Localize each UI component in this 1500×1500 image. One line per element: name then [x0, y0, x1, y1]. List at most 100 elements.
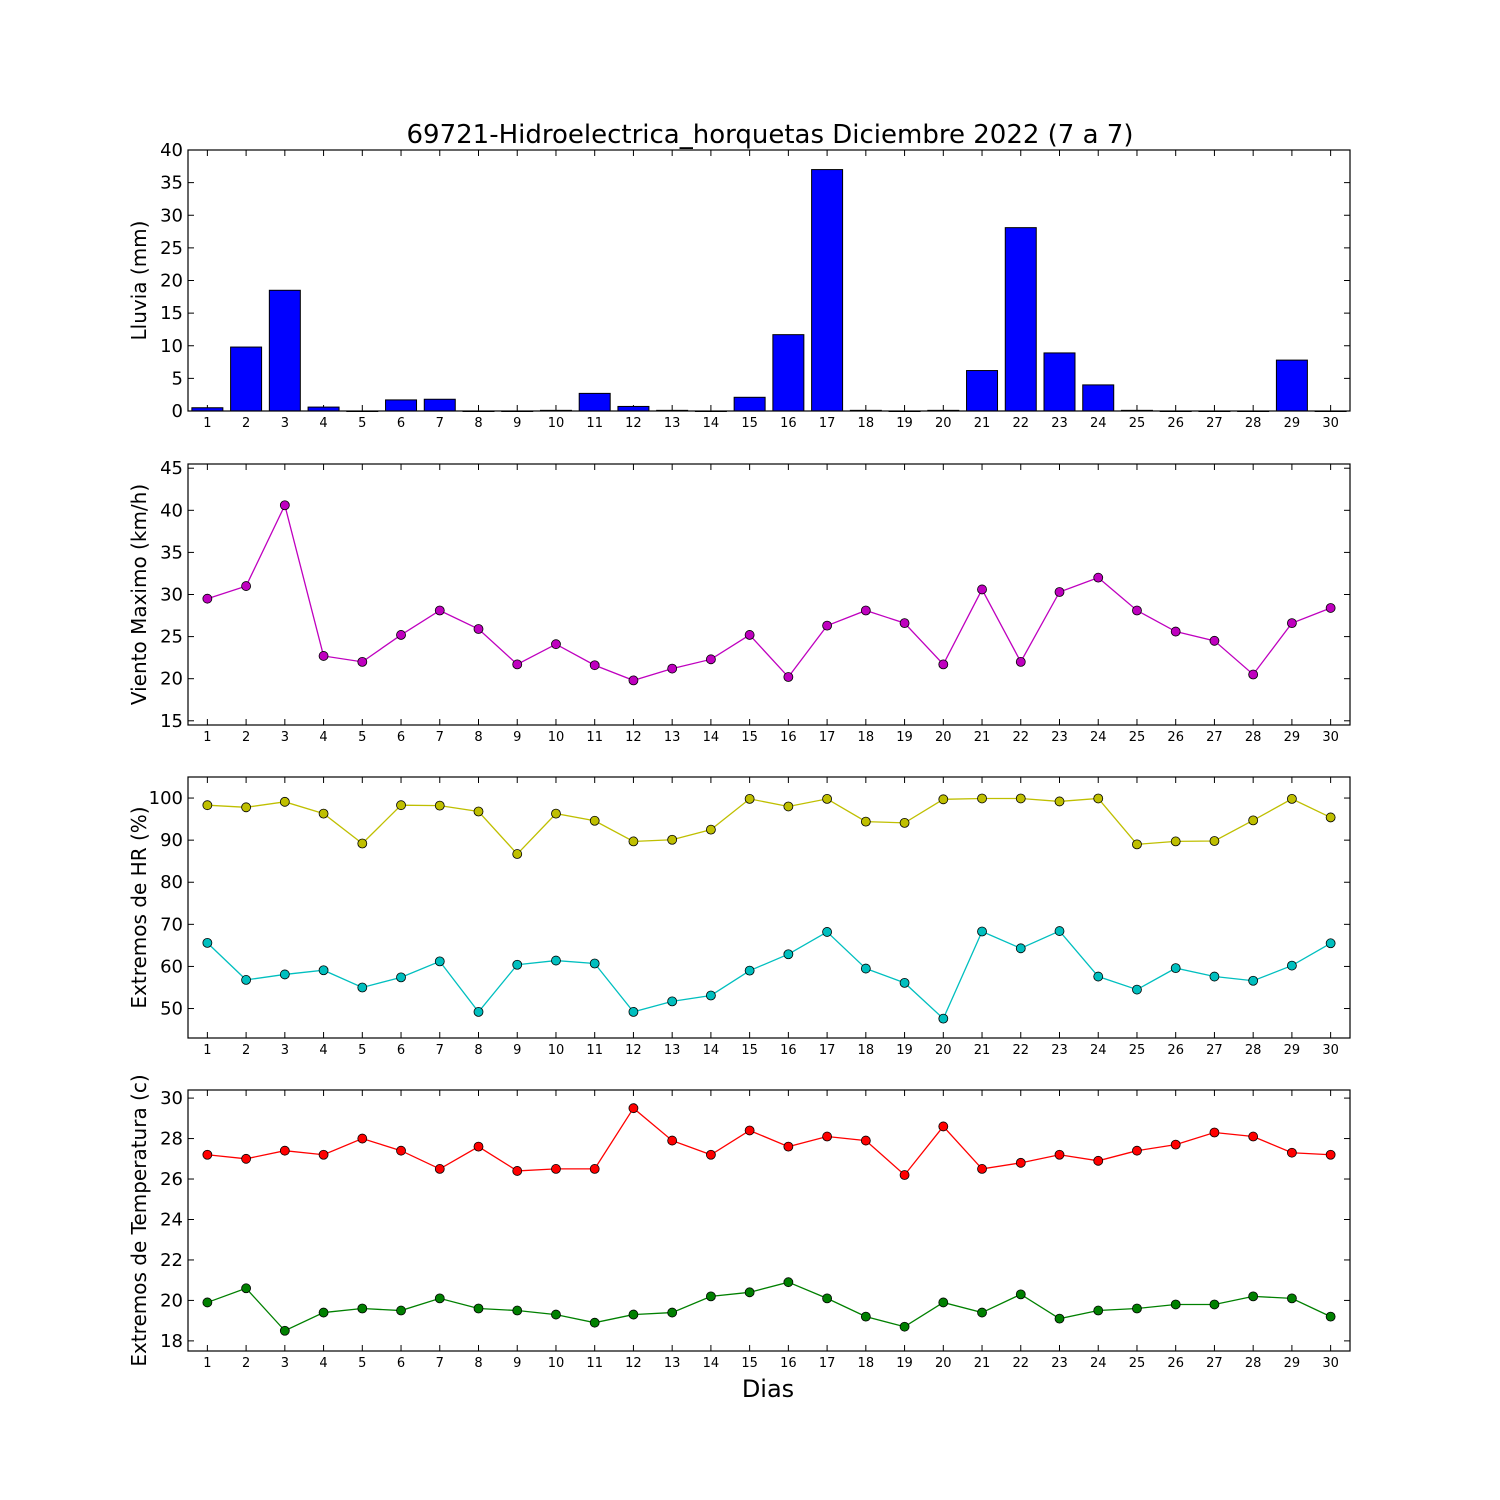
point-hr-1	[241, 975, 252, 985]
bar-lluvia	[1043, 352, 1076, 412]
x-tick-label-viento: 14	[703, 730, 720, 745]
point-hr-0	[396, 800, 406, 811]
point-viento-0	[899, 618, 910, 629]
x-tick-label-lluvia: 19	[896, 416, 913, 431]
point-temperatura-0	[202, 1149, 213, 1160]
x-tick-label-lluvia: 13	[664, 416, 681, 431]
y-tick-label-temperatura: 22	[160, 1250, 183, 1271]
point-temperatura-0	[1287, 1147, 1297, 1158]
point-hr-1	[202, 937, 213, 948]
point-hr-0	[1054, 796, 1065, 807]
y-tick-label-lluvia: 0	[172, 401, 183, 422]
x-tick-label-temperatura: 21	[974, 1356, 991, 1371]
series-line-temperatura-0	[207, 1107, 1331, 1176]
x-tick-label-lluvia: 6	[397, 416, 405, 431]
x-tick-label-viento: 8	[474, 730, 482, 745]
point-temperatura-0	[938, 1121, 949, 1132]
x-tick-label-hr: 22	[1012, 1043, 1029, 1058]
point-hr-1	[783, 949, 794, 960]
point-temperatura-1	[396, 1305, 406, 1316]
x-tick-label-temperatura: 30	[1322, 1356, 1339, 1371]
point-hr-0	[1170, 836, 1181, 847]
x-tick-label-hr: 12	[625, 1043, 642, 1058]
point-temperatura-0	[1248, 1131, 1259, 1142]
point-hr-1	[396, 972, 406, 983]
point-hr-1	[1015, 943, 1026, 954]
point-temperatura-0	[1132, 1145, 1142, 1156]
point-temperatura-0	[551, 1164, 561, 1174]
y-axis-label-temperatura: Extremos de Temperatura (c)	[127, 1074, 151, 1366]
point-hr-1	[1287, 960, 1297, 971]
x-tick-label-viento: 22	[1012, 730, 1029, 745]
y-tick-label-temperatura: 28	[160, 1129, 183, 1150]
point-viento-0	[977, 584, 987, 595]
x-tick-label-lluvia: 14	[703, 416, 720, 431]
x-tick-label-viento: 13	[664, 730, 681, 745]
x-tick-label-viento: 24	[1090, 730, 1107, 745]
point-hr-0	[551, 808, 561, 819]
x-tick-label-viento: 15	[741, 730, 758, 745]
y-tick-label-viento: 40	[160, 500, 183, 521]
axes-frame-hr	[187, 776, 1351, 1039]
point-temperatura-1	[938, 1297, 949, 1308]
point-hr-1	[667, 996, 678, 1007]
x-tick-label-temperatura: 20	[935, 1356, 952, 1371]
point-hr-1	[1325, 938, 1336, 949]
x-tick-label-temperatura: 14	[703, 1356, 720, 1371]
point-hr-1	[860, 963, 871, 974]
y-tick-label-hr: 100	[149, 788, 183, 809]
x-tick-label-temperatura: 23	[1051, 1356, 1068, 1371]
x-tick-label-hr: 28	[1245, 1043, 1262, 1058]
point-hr-1	[938, 1013, 949, 1024]
x-tick-label-temperatura: 22	[1012, 1356, 1029, 1371]
point-temperatura-1	[744, 1287, 755, 1298]
point-viento-0	[1132, 605, 1142, 616]
x-tick-label-viento: 16	[780, 730, 797, 745]
x-tick-label-temperatura: 7	[436, 1356, 444, 1371]
point-viento-0	[434, 605, 445, 616]
x-tick-label-temperatura: 4	[319, 1356, 327, 1371]
y-tick-label-lluvia: 35	[160, 173, 183, 194]
x-tick-label-viento: 29	[1284, 730, 1301, 745]
point-hr-0	[1093, 793, 1104, 804]
point-hr-1	[1093, 971, 1104, 982]
x-tick-label-viento: 21	[974, 730, 991, 745]
point-hr-1	[357, 982, 368, 993]
point-temperatura-1	[899, 1321, 910, 1332]
point-temperatura-0	[1170, 1139, 1181, 1150]
x-tick-label-lluvia: 27	[1206, 416, 1223, 431]
x-tick-label-viento: 18	[858, 730, 875, 745]
x-tick-label-hr: 30	[1322, 1043, 1339, 1058]
x-tick-label-temperatura: 12	[625, 1356, 642, 1371]
point-hr-0	[357, 838, 368, 849]
x-tick-label-lluvia: 20	[935, 416, 952, 431]
point-temperatura-1	[434, 1293, 445, 1304]
x-tick-label-temperatura: 26	[1167, 1356, 1184, 1371]
point-temperatura-0	[899, 1170, 910, 1180]
x-tick-label-lluvia: 7	[436, 416, 444, 431]
point-temperatura-0	[434, 1164, 445, 1174]
x-tick-label-hr: 29	[1284, 1043, 1301, 1058]
x-tick-label-viento: 26	[1167, 730, 1184, 745]
point-temperatura-1	[822, 1293, 832, 1304]
x-tick-label-temperatura: 27	[1206, 1356, 1223, 1371]
y-tick-label-lluvia: 5	[172, 368, 183, 389]
x-tick-label-viento: 1	[203, 730, 211, 745]
point-temperatura-1	[977, 1307, 987, 1318]
x-tick-label-lluvia: 8	[474, 416, 482, 431]
point-temperatura-0	[628, 1103, 639, 1114]
point-viento-0	[1209, 635, 1220, 646]
point-temperatura-1	[357, 1303, 368, 1314]
x-tick-label-hr: 25	[1129, 1043, 1146, 1058]
x-tick-label-temperatura: 13	[664, 1356, 681, 1371]
point-hr-1	[977, 926, 987, 937]
bar-lluvia	[772, 334, 805, 412]
point-hr-0	[628, 836, 639, 847]
x-tick-label-hr: 14	[703, 1043, 720, 1058]
point-temperatura-1	[667, 1307, 678, 1318]
point-viento-0	[396, 630, 406, 640]
x-tick-label-viento: 3	[281, 730, 289, 745]
point-temperatura-1	[1170, 1299, 1181, 1310]
